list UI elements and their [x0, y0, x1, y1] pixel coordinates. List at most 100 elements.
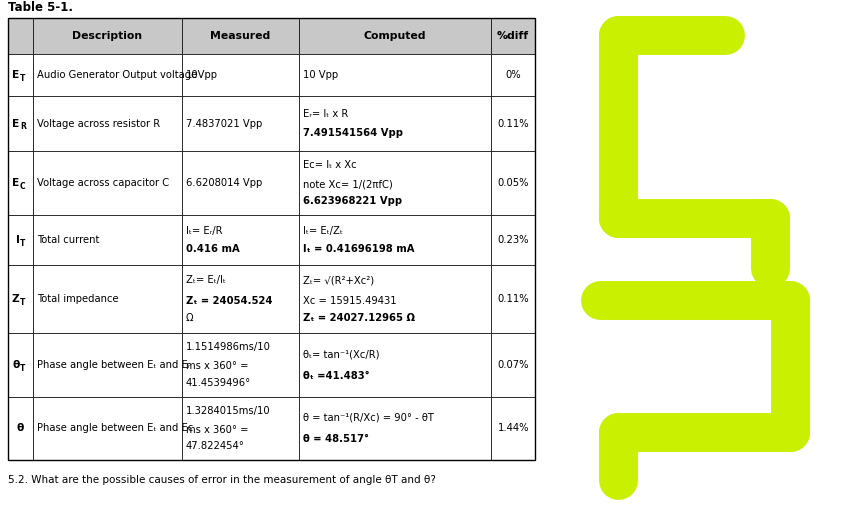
Bar [8, 96, 33, 151]
Text: I: I [15, 235, 20, 245]
Bar [491, 265, 535, 333]
Text: Z: Z [12, 294, 20, 304]
Text: 47.822454°: 47.822454° [185, 441, 245, 451]
Bar [491, 18, 535, 54]
Text: 1.1514986ms/10: 1.1514986ms/10 [185, 342, 270, 352]
Bar [299, 96, 491, 151]
Bar [299, 265, 491, 333]
Text: 7.4837021 Vpp: 7.4837021 Vpp [185, 119, 262, 129]
Text: E: E [12, 119, 20, 129]
Text: 41.4539496°: 41.4539496° [185, 377, 251, 388]
Bar [491, 54, 535, 96]
Bar [491, 96, 535, 151]
Bar [182, 54, 299, 96]
Text: 6.6208014 Vpp: 6.6208014 Vpp [185, 178, 262, 188]
Text: θ: θ [12, 360, 20, 370]
Text: Zₜ= √(R²+Xᴄ²): Zₜ= √(R²+Xᴄ²) [303, 275, 374, 285]
Bar [299, 151, 491, 215]
Bar [33, 18, 182, 54]
Bar [299, 397, 491, 460]
Text: T: T [20, 298, 26, 307]
Text: 0.416 mA: 0.416 mA [185, 244, 240, 253]
Bar [8, 265, 33, 333]
Text: Zₜ = 24027.12965 Ω: Zₜ = 24027.12965 Ω [303, 313, 415, 323]
Text: 0.11%: 0.11% [497, 294, 529, 304]
Text: Ω: Ω [185, 313, 193, 323]
Text: θ = 48.517°: θ = 48.517° [303, 434, 369, 444]
Text: 0.11%: 0.11% [497, 119, 529, 129]
Bar [8, 151, 33, 215]
Text: Phase angle between Eₜ and Eᴄ: Phase angle between Eₜ and Eᴄ [37, 423, 193, 433]
Bar [491, 397, 535, 460]
Text: Eᴄ= Iₜ x Xᴄ: Eᴄ= Iₜ x Xᴄ [303, 160, 357, 170]
Text: 6.623968221 Vpp: 6.623968221 Vpp [303, 196, 402, 206]
Text: E: E [12, 178, 20, 188]
Bar [33, 265, 182, 333]
Text: Voltage across resistor R: Voltage across resistor R [37, 119, 161, 129]
Bar [8, 96, 33, 151]
Text: θ = tan⁻¹(R/Xᴄ) = 90° - θT: θ = tan⁻¹(R/Xᴄ) = 90° - θT [303, 413, 434, 422]
Bar [182, 96, 299, 151]
Bar [182, 18, 299, 54]
Text: 0%: 0% [506, 70, 521, 80]
Text: Xc = 15915.49431: Xc = 15915.49431 [303, 295, 397, 306]
Text: Phase angle between Eₜ and Eᵣ: Phase angle between Eₜ and Eᵣ [37, 360, 190, 370]
Bar [33, 54, 182, 96]
Bar [33, 333, 182, 397]
Text: Computed: Computed [364, 31, 427, 41]
Text: 7.491541564 Vpp: 7.491541564 Vpp [303, 128, 403, 138]
Bar [8, 18, 33, 54]
Bar [491, 333, 535, 397]
Text: ms x 360° =: ms x 360° = [185, 424, 248, 435]
Bar [8, 215, 33, 265]
Text: Measured: Measured [210, 31, 270, 41]
Text: note Xᴄ= 1/(2πfC): note Xᴄ= 1/(2πfC) [303, 179, 393, 189]
Text: T: T [20, 74, 26, 83]
Text: R: R [20, 122, 26, 132]
Text: 10Vpp: 10Vpp [185, 70, 218, 80]
Text: E: E [12, 70, 20, 80]
Text: 0.07%: 0.07% [497, 360, 529, 370]
Bar [8, 333, 33, 397]
Bar [299, 18, 491, 54]
Bar [8, 54, 33, 96]
Text: Iₜ = 0.41696198 mA: Iₜ = 0.41696198 mA [303, 244, 415, 253]
Text: θₜ =41.483°: θₜ =41.483° [303, 371, 370, 380]
Bar [8, 397, 33, 460]
Bar [299, 333, 491, 397]
Text: Total impedance: Total impedance [37, 294, 119, 304]
Text: 10 Vpp: 10 Vpp [303, 70, 338, 80]
Bar [8, 397, 33, 460]
Text: θₜ= tan⁻¹(Xᴄ/R): θₜ= tan⁻¹(Xᴄ/R) [303, 349, 380, 359]
Text: T: T [20, 364, 26, 373]
Bar [8, 54, 33, 96]
Bar [8, 265, 33, 333]
Text: C: C [20, 182, 26, 190]
Bar [491, 151, 535, 215]
Text: Audio Generator Output voltage: Audio Generator Output voltage [37, 70, 197, 80]
Bar [33, 215, 182, 265]
Text: T: T [20, 239, 26, 248]
Bar [491, 215, 535, 265]
Text: %diff: %diff [497, 31, 530, 41]
Bar [8, 151, 33, 215]
Bar [8, 215, 33, 265]
Bar [8, 18, 535, 460]
Text: 0.23%: 0.23% [497, 235, 529, 245]
Bar [33, 151, 182, 215]
Text: Table 5-1.: Table 5-1. [8, 1, 73, 14]
Text: Total current: Total current [37, 235, 99, 245]
Text: Voltage across capacitor C: Voltage across capacitor C [37, 178, 169, 188]
Bar [299, 54, 491, 96]
Text: Iₜ= Eᵣ/R: Iₜ= Eᵣ/R [185, 226, 222, 237]
Text: Zₜ= Eₜ/Iₜ: Zₜ= Eₜ/Iₜ [185, 275, 225, 285]
Bar [182, 397, 299, 460]
Text: θ: θ [17, 423, 25, 433]
Text: Description: Description [72, 31, 143, 41]
Bar [182, 151, 299, 215]
Text: 0.05%: 0.05% [497, 178, 529, 188]
Bar [182, 215, 299, 265]
Bar [182, 333, 299, 397]
Text: Zₜ = 24054.524: Zₜ = 24054.524 [185, 295, 272, 306]
Text: ms x 360° =: ms x 360° = [185, 361, 248, 371]
